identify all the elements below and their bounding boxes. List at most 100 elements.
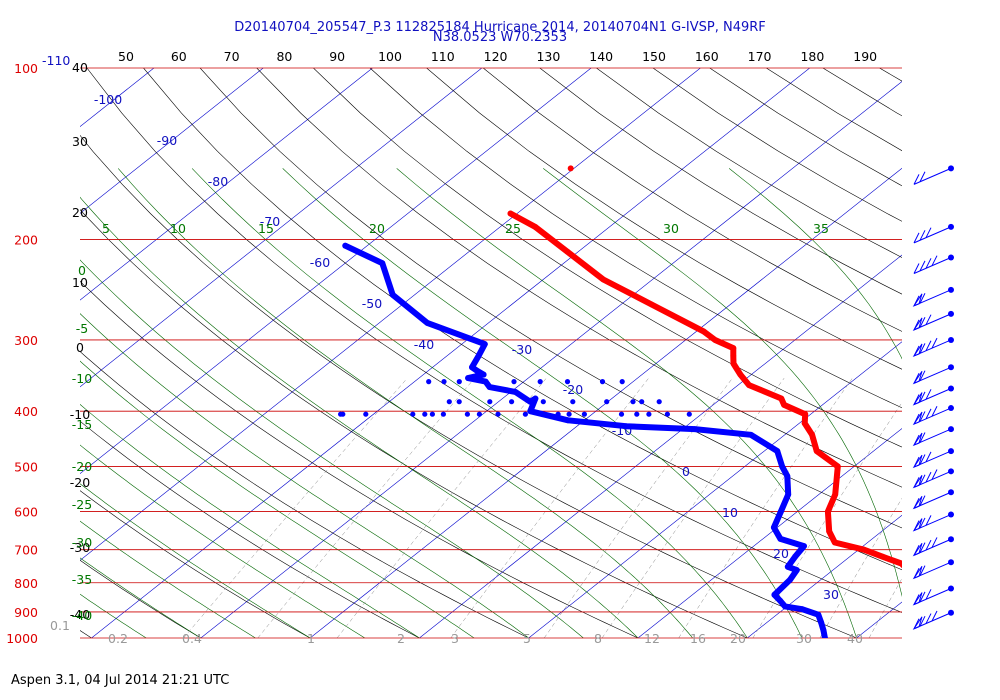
dewpoint-point <box>787 576 794 583</box>
dewpoint-point <box>464 411 470 417</box>
dewpoint-point <box>476 411 482 417</box>
wind-barb-pennant <box>912 411 923 426</box>
dewpoint-point <box>441 379 447 385</box>
wind-barb-feather <box>931 255 938 266</box>
moist-adiabat-left-label: -10 <box>72 371 92 386</box>
isotherm-line <box>528 341 902 638</box>
isotherm-line <box>80 68 592 475</box>
isotherm-label: -80 <box>208 174 228 189</box>
left-scale-tick-label: 30 <box>72 134 88 149</box>
temperature-point <box>905 567 911 573</box>
mixing-ratio-label: 0.4 <box>182 631 202 646</box>
temperature-point <box>737 371 744 378</box>
dewpoint-point <box>748 431 754 438</box>
dewpoint-point <box>656 399 662 405</box>
moist-adiabat-line <box>191 168 748 638</box>
dry-adiabat-line <box>80 351 529 638</box>
wind-barb-feather <box>925 408 932 420</box>
dewpoint-point <box>774 448 781 454</box>
wind-barb <box>912 511 954 532</box>
dewpoint-point <box>618 411 625 417</box>
mixing-ratio-label: 0.2 <box>108 631 128 646</box>
pressure-tick-label: 900 <box>14 605 38 620</box>
pressure-tick-label: 1000 <box>6 631 38 646</box>
dewpoint-point <box>581 411 588 417</box>
dewpoint-point <box>604 399 610 405</box>
wind-barb <box>912 286 954 307</box>
dewpoint-point <box>818 619 825 626</box>
dewpoint-point <box>619 379 625 385</box>
isotherm-line <box>637 428 902 638</box>
wind-barb-feather <box>925 227 932 238</box>
top-scale-tick-label: 70 <box>224 49 240 64</box>
top-scale-tick-label: 170 <box>748 49 772 64</box>
wind-barb-feather <box>931 337 938 349</box>
wind-barb-feather <box>925 314 932 325</box>
dewpoint-point <box>363 411 369 417</box>
isotherm-line <box>966 68 1000 638</box>
top-scale-tick-label: 120 <box>484 49 508 64</box>
dewpoint-point <box>440 411 446 417</box>
temperature-point <box>832 491 839 498</box>
wind-barb-feather <box>925 515 932 526</box>
top-scale-tick-label: 50 <box>118 49 134 64</box>
wind-barb-feather <box>919 260 926 272</box>
moist-adiabat-line <box>80 360 475 638</box>
mixing-ratio-label: 16 <box>690 631 706 646</box>
left-scale-tick-label: 10 <box>72 275 88 290</box>
wind-barb <box>913 254 954 274</box>
isotherm-line <box>91 68 810 638</box>
temperature-point <box>825 508 831 515</box>
moist-adiabat-line <box>117 168 693 638</box>
temperature-point <box>905 612 911 618</box>
wind-barb-feather <box>919 517 926 529</box>
moist-adiabat-left-label: -40 <box>72 608 92 623</box>
top-scale-tick-label: 100 <box>378 49 402 64</box>
mixing-ratio-line <box>752 402 902 638</box>
moist-adiabat-label: 35 <box>813 221 829 236</box>
top-scale-tick-label: 150 <box>642 49 666 64</box>
moist-adiabat-label: 30 <box>663 221 679 236</box>
pressure-tick-label: 600 <box>14 505 38 520</box>
dewpoint-point <box>646 411 652 417</box>
isotherm-label: 10 <box>722 505 738 520</box>
mixing-ratio-line <box>678 377 853 638</box>
temperature-point <box>834 463 841 470</box>
isotherm-line <box>80 68 264 214</box>
isotherm-line <box>419 254 902 638</box>
moist-adiabat-line <box>929 168 1000 638</box>
mixing-ratio-label: 5 <box>523 631 531 646</box>
moist-adiabat-line <box>80 483 311 638</box>
wind-barb <box>912 536 954 557</box>
temperature-point <box>730 360 737 367</box>
isotherm-label: 0 <box>682 464 690 479</box>
temperature-point <box>712 337 718 343</box>
wind-barb-feather <box>913 232 920 244</box>
wind-barb-pennant <box>912 392 923 406</box>
dewpoint-point <box>564 379 571 385</box>
dry-adiabat-line <box>80 559 201 638</box>
dewpoint-point <box>570 399 576 405</box>
moist-adiabat-line <box>80 196 639 638</box>
dewpoint-point <box>784 563 791 570</box>
mixing-ratio-label: 8 <box>594 631 602 646</box>
top-scale-label: -110 <box>42 53 70 68</box>
dewpoint-point <box>495 411 501 417</box>
wind-barb-pennant <box>912 565 923 580</box>
mixing-ratio-label: 12 <box>644 631 660 646</box>
dry-adiabat-line <box>936 68 1000 638</box>
dewpoint-point <box>456 399 462 405</box>
pressure-tick-label: 300 <box>14 333 38 348</box>
isotherm-line <box>80 68 373 301</box>
wind-barb-feather <box>925 451 932 463</box>
temperature-point <box>730 353 737 359</box>
wind-barb-pennant <box>912 542 923 557</box>
dewpoint-point <box>474 368 481 374</box>
temperature-point <box>746 382 752 388</box>
wind-barb <box>913 165 954 185</box>
mixing-ratio-line <box>819 497 902 638</box>
moist-adiabat-line <box>396 168 857 638</box>
wind-barb-staff <box>913 226 952 244</box>
temperature-point <box>831 539 838 546</box>
temperature-point <box>564 248 571 255</box>
